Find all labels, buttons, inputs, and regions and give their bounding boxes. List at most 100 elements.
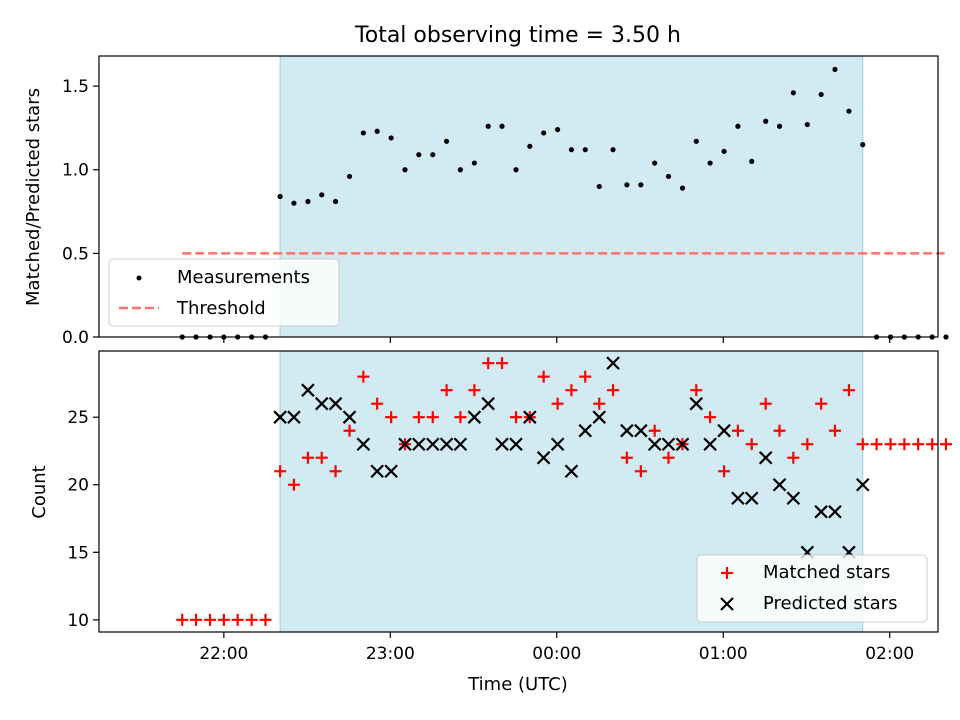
bottom-legend: Matched stars Predicted stars (696, 554, 928, 623)
matched-star-point (731, 424, 744, 437)
predicted-star-point (342, 410, 357, 424)
bottom-panel: 10 15 20 25 22:00 23:00 00:00 01:00 02:00 Count… (29, 350, 952, 695)
predicted-star-point (550, 437, 565, 451)
matched-star-point (245, 613, 258, 626)
predicted-star-point (425, 437, 440, 451)
matched-star-point (371, 397, 384, 410)
top-axes-frame (98, 55, 939, 338)
matched-star-point (842, 384, 855, 397)
measurement-point (499, 123, 505, 129)
predicted-star-point (523, 410, 537, 424)
measurement-point (763, 118, 769, 124)
predicted-star-point (564, 464, 579, 479)
predicted-star-point (481, 396, 495, 411)
predicted-star-point (578, 423, 593, 438)
measurement-point (832, 66, 838, 72)
xtick-label: 02:00 (865, 644, 914, 664)
bottom-ylabel: Count (29, 465, 50, 518)
predicted-star-point (634, 423, 648, 438)
top-ytick-label: 1.0 (62, 161, 89, 181)
measurement-point (541, 130, 547, 136)
matched-star-point (648, 424, 661, 437)
measurement-point (610, 147, 616, 153)
measurement-point (332, 198, 339, 205)
matched-star-point (856, 438, 869, 451)
predicted-star-point (717, 423, 731, 438)
bot-ytick-label: 10 (67, 611, 89, 631)
matched-star-point (357, 370, 370, 383)
bottom-axes-frame (98, 350, 939, 633)
xtick-label: 01:00 (699, 644, 748, 664)
matched-star-point (745, 438, 758, 451)
predicted-star-point (744, 491, 759, 506)
matched-star-point (231, 613, 244, 626)
matched-star-point (773, 424, 786, 437)
bottom-xlabel: Time (UTC) (467, 674, 568, 695)
bot-ytick-label: 15 (67, 543, 89, 563)
matched-star-point (412, 411, 425, 424)
matched-star-point (510, 411, 523, 424)
matched-star-point (468, 384, 481, 397)
bot-ytick-label: 25 (67, 408, 89, 428)
measurement-point (471, 160, 477, 166)
predicted-star-point (647, 437, 662, 451)
matched-star-point (440, 384, 453, 397)
predicted-star-point (453, 437, 468, 451)
top-ytick-label: 1.5 (62, 77, 89, 97)
legend-predicted-label: Predicted stars (763, 593, 897, 614)
predicted-star-point (606, 356, 620, 370)
matched-star-point (454, 411, 467, 424)
matched-star-point (496, 357, 509, 370)
matched-star-point (190, 613, 203, 626)
measurement-point (652, 160, 658, 166)
measurement-point (277, 193, 283, 200)
measurement-point (665, 173, 672, 180)
matched-star-point (926, 438, 939, 451)
matched-star-point (537, 370, 550, 383)
predicted-star-point (786, 491, 801, 506)
measurement-point (638, 182, 644, 188)
legend-predicted-marker (720, 597, 734, 611)
predicted-star-point (439, 437, 454, 451)
predicted-star-point (758, 450, 773, 465)
predicted-star-point (356, 437, 371, 451)
legend-measurements-marker (136, 275, 142, 281)
matched-star-point (607, 384, 620, 397)
measurement-point (485, 123, 491, 129)
matched-star-point (204, 613, 217, 626)
matched-star-point (704, 411, 717, 424)
predicted-star-point (314, 396, 329, 411)
matched-star-point (690, 384, 703, 397)
matched-star-point (815, 397, 828, 410)
matched-star-point (579, 370, 592, 383)
predicted-star-point (620, 423, 634, 438)
measurement-point (735, 123, 741, 129)
measurement-point (402, 167, 408, 173)
measurement-point (443, 138, 450, 144)
top-ylabel: Matched/Predicted stars (23, 88, 44, 306)
matched-star-point (551, 397, 564, 410)
predicted-star-point (772, 477, 787, 492)
matched-star-point (828, 424, 841, 437)
predicted-star-point (287, 410, 301, 424)
predicted-star-point (328, 396, 343, 411)
matched-star-point (912, 438, 925, 451)
top-panel: Total observing time = 3.50 h 0.0 0.5 1.0 1… (23, 23, 949, 348)
measurement-point (416, 152, 422, 158)
predicted-star-point (301, 383, 315, 397)
measurement-point (846, 108, 852, 114)
matched-star-point (898, 438, 911, 451)
predicted-star-point (814, 504, 828, 519)
predicted-star-point (495, 437, 509, 451)
measurement-point (568, 147, 575, 153)
top-ytick-label: 0.0 (62, 328, 89, 348)
top-ytick-label: 0.5 (62, 244, 89, 264)
matched-star-point (884, 438, 897, 451)
matched-star-point (426, 411, 439, 424)
measurement-point (749, 158, 755, 164)
matched-star-point (939, 438, 952, 451)
measurement-point (790, 90, 796, 96)
measurement-point (776, 123, 783, 129)
matched-star-point (217, 613, 230, 626)
